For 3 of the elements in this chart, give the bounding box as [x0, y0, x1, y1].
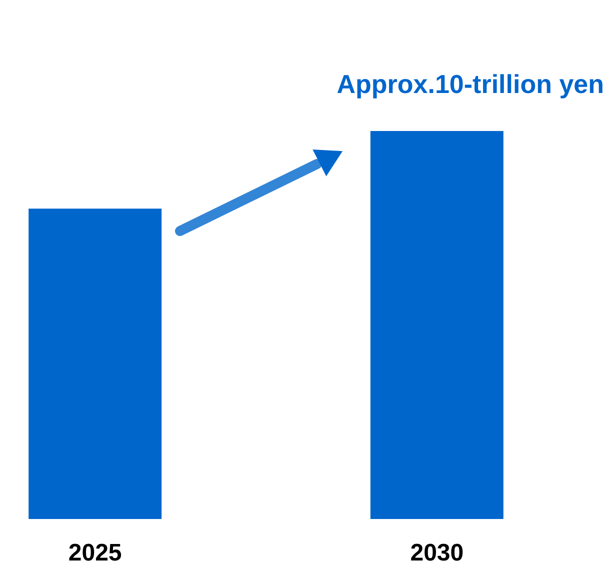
text: Approx.10-trillion yen [336, 69, 604, 99]
x-tick-label: 2025 [68, 540, 122, 566]
x-tick-label: 2030 [410, 540, 464, 566]
